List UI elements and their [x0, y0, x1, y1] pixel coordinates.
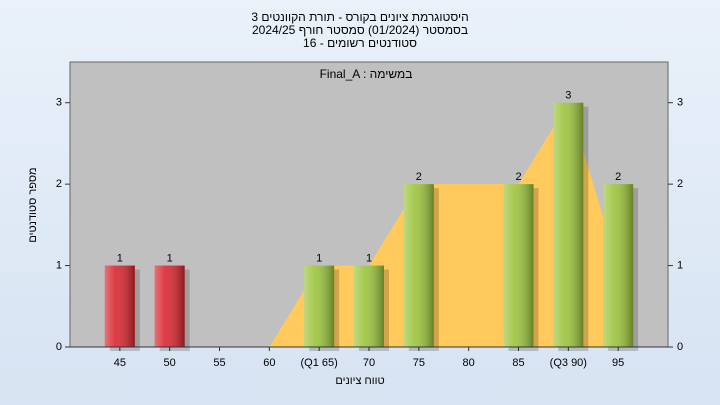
- value-label: 1: [316, 252, 322, 264]
- x-tick-label: 45: [114, 357, 126, 369]
- x-tick-label: 70: [363, 357, 375, 369]
- value-label: 2: [615, 171, 621, 183]
- x-tick-label: 75: [413, 357, 425, 369]
- value-label: 3: [565, 90, 571, 102]
- y2-tick-label: 0: [677, 341, 683, 353]
- x-axis-label: טווח ציונים: [335, 375, 384, 387]
- annotation: Final_A : במשימה: [320, 67, 413, 81]
- bar-shade: [603, 184, 634, 347]
- x-tick-label: 80: [463, 357, 475, 369]
- y-tick-label: 1: [56, 259, 62, 271]
- y-tick-label: 3: [56, 97, 62, 109]
- x-tick-label: 60: [263, 357, 275, 369]
- bar-shade: [553, 102, 584, 347]
- chart-title: היסטוגרמת ציונים בקורס - תורת הקוונטים 3: [251, 10, 468, 24]
- x-tick-label: 85: [512, 357, 524, 369]
- value-label: 1: [167, 252, 173, 264]
- bar-shade: [104, 265, 135, 347]
- y-axis-label: מספר סטודנטים: [27, 167, 39, 242]
- chart-subtitle: סטודנטים רשומים - 16: [303, 36, 417, 50]
- value-label: 2: [515, 171, 521, 183]
- y2-tick-label: 2: [677, 178, 683, 190]
- value-label: 1: [366, 252, 372, 264]
- x-tick-label: (Q3 90): [550, 357, 587, 369]
- y-tick-label: 0: [56, 341, 62, 353]
- bar-shade: [354, 265, 384, 347]
- x-tick-label: 95: [612, 357, 624, 369]
- y-tick-label: 2: [56, 178, 62, 190]
- x-tick-label: 50: [164, 357, 176, 369]
- y2-tick-label: 3: [677, 97, 683, 109]
- bar-shade: [154, 265, 185, 347]
- chart-subtitle: בסמסטר (01/2024) סמסטר חורף 2024/25: [252, 23, 468, 37]
- x-tick-label: 55: [213, 357, 225, 369]
- x-tick-label: (Q1 65): [301, 357, 338, 369]
- bar-shade: [503, 184, 534, 347]
- value-label: 2: [416, 171, 422, 183]
- bar-shade: [403, 184, 434, 347]
- value-label: 1: [117, 252, 123, 264]
- y2-tick-label: 1: [677, 259, 683, 271]
- bar-shade: [304, 265, 335, 347]
